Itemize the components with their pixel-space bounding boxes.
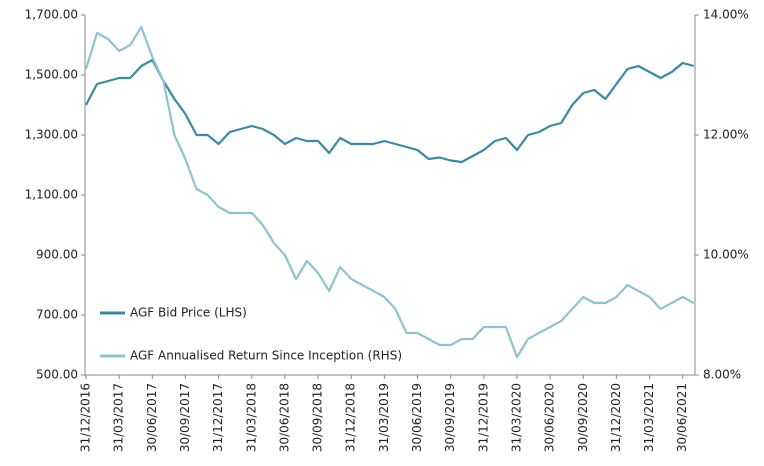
x-tick-label: 30/09/2018 — [311, 383, 325, 452]
y-tick-label: 1,700.00 — [25, 8, 78, 22]
x-tick-label: 31/12/2017 — [211, 383, 225, 452]
x-tick-label: 31/03/2019 — [377, 383, 391, 452]
y-tick-label: 1,100.00 — [25, 188, 78, 202]
x-tick-label: 31/03/2021 — [642, 383, 656, 452]
y-tick-label: 500.00 — [36, 368, 78, 382]
y2-tick-label: 10.00% — [703, 248, 749, 262]
x-tick-label: 30/06/2019 — [410, 383, 424, 452]
y-tick-label: 900.00 — [36, 248, 78, 262]
x-tick-label: 31/03/2018 — [244, 383, 258, 452]
x-tick-label: 31/12/2016 — [79, 383, 93, 452]
x-tick-label: 31/12/2019 — [476, 383, 490, 452]
x-tick-label: 30/06/2017 — [145, 383, 159, 452]
x-tick-label: 30/09/2019 — [443, 383, 457, 452]
x-tick-label: 30/06/2021 — [675, 383, 689, 452]
x-tick-label: 31/03/2017 — [112, 383, 126, 452]
y-tick-label: 1,300.00 — [25, 128, 78, 142]
y2-tick-label: 14.00% — [703, 8, 749, 22]
series-line — [85, 58, 695, 164]
x-tick-label: 30/09/2020 — [576, 383, 590, 452]
y-tick-label: 1,500.00 — [25, 68, 78, 82]
x-tick-label: 31/03/2020 — [509, 383, 523, 452]
legend-label: AGF Annualised Return Since Inception (R… — [130, 349, 402, 363]
x-tick-label: 30/06/2018 — [277, 383, 291, 452]
legend-label: AGF Bid Price (LHS) — [130, 306, 247, 320]
x-tick-label: 30/06/2020 — [543, 383, 557, 452]
x-tick-label: 31/12/2018 — [344, 383, 358, 452]
series-line — [84, 25, 695, 359]
y-tick-label: 700.00 — [36, 308, 78, 322]
y2-tick-label: 12.00% — [703, 128, 749, 142]
x-tick-label: 31/12/2020 — [609, 383, 623, 452]
y2-tick-label: 8.00% — [703, 368, 741, 382]
x-tick-label: 30/09/2017 — [178, 383, 192, 452]
